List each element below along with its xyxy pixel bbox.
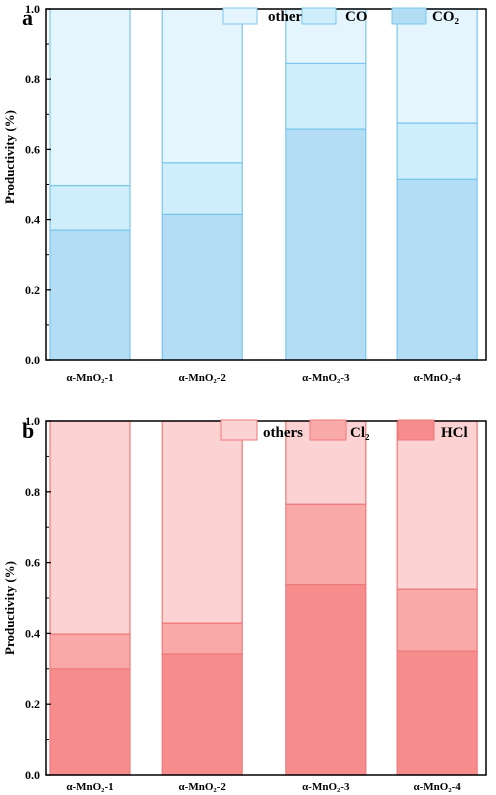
panel-a-legend-label-1: others [268, 9, 308, 25]
panel-a-legend-swatch-3 [391, 7, 427, 25]
panel-b-ytick-label-4: 0.8 [25, 485, 40, 499]
panel-a-category-label-1: α-MnO₂-1 [66, 372, 113, 384]
panel-a-ytick-label-3: 0.6 [25, 142, 40, 156]
panel-a-bar-3-segment-2 [285, 62, 367, 130]
panel-b-category-label-2: α-MnO₂-2 [179, 781, 227, 793]
panel-a-ylabel: Productivity (%) [2, 110, 17, 204]
panel-a-ytick-label-0: 0.0 [25, 353, 40, 367]
panel-b-bar-2-segment-1 [161, 653, 243, 776]
panel-a-category-label-4: α-MnO₂-4 [413, 372, 461, 384]
panel-b-bar-2-segment-2 [161, 622, 243, 655]
panel-a-category-label-3: α-MnO₂-3 [302, 372, 350, 384]
panel-b-category-label-1: α-MnO₂-1 [66, 781, 113, 793]
panel-b-category-label-3: α-MnO₂-3 [302, 781, 350, 793]
panel-a-bar-1-segment-2 [49, 184, 131, 231]
panel-a-ytick-label-4: 0.8 [25, 72, 40, 86]
panel-b-category-label-4: α-MnO₂-4 [413, 781, 461, 793]
panel-b-bar-1-segment-2 [49, 633, 131, 670]
panel-b-legend-label-2: Cl₂ [350, 425, 370, 441]
panel-b: b Productivity (%) α-MnO₂-1 α-MnO₂-2 α-MnO… [2, 414, 487, 793]
panel-a-legend-swatch-1 [222, 7, 258, 25]
panel-a-bar-3-segment-1 [285, 128, 367, 361]
panel-a-bar-1-segment-1 [49, 229, 131, 361]
panel-a-category-label-2: α-MnO₂-2 [179, 372, 227, 384]
panel-b-bar-2-segment-3 [161, 420, 243, 624]
panel-b-legend-swatch-2 [309, 419, 347, 441]
panel-a-bar-2-segment-3 [161, 8, 243, 164]
panel-b-bar-3-segment-2 [285, 503, 367, 586]
panel-b-legend-label-1: others [263, 425, 303, 441]
panel-a-legend-label-2: CO [345, 9, 368, 25]
panel-b-bar-1-segment-3 [49, 420, 131, 635]
panel-a-ytick-label-1: 0.2 [25, 283, 40, 297]
panel-b-ytick-label-3: 0.6 [25, 556, 40, 570]
panel-a-label: a [22, 5, 33, 30]
panel-b-label: b [22, 418, 34, 443]
panel-b-bar-4-segment-3 [396, 420, 478, 590]
panel-b-bar-4-segment-1 [396, 650, 478, 776]
panel-a-bar-4-segment-2 [396, 122, 478, 180]
panel-a-bar-1-segment-3 [49, 8, 131, 187]
panel-b-legend-swatch-3 [397, 419, 435, 441]
panel-b-ytick-label-0: 0.0 [25, 768, 40, 782]
panel-b-ylabel: Productivity (%) [2, 561, 17, 655]
panel-b-legend-label-3: HCl [441, 425, 468, 441]
panel-b-ytick-label-1: 0.2 [25, 697, 40, 711]
panel-a-legend-swatch-2 [301, 7, 337, 25]
panel-b-ytick-label-5: 1.0 [25, 414, 40, 428]
panel-b-bar-4-segment-2 [396, 588, 478, 652]
panel-a-ytick-label-5: 1.0 [25, 2, 40, 16]
panel-a: a Productivity (%) α-MnO₂-1 α-MnO₂-2 α-MnO… [2, 2, 487, 384]
panel-b-legend-swatch-1 [220, 419, 258, 441]
panel-a-legend-label-3: CO₂ [432, 9, 460, 25]
panel-b-ytick-label-2: 0.4 [25, 626, 40, 640]
panel-a-bar-4-segment-3 [396, 8, 478, 124]
panel-a-bar-2-segment-2 [161, 162, 243, 215]
panel-a-bar-4-segment-1 [396, 178, 478, 361]
panel-b-bar-3-segment-1 [285, 583, 367, 776]
panel-b-bar-1-segment-1 [49, 668, 131, 776]
panel-a-bar-2-segment-1 [161, 213, 243, 361]
panel-a-ytick-label-2: 0.4 [25, 213, 40, 227]
